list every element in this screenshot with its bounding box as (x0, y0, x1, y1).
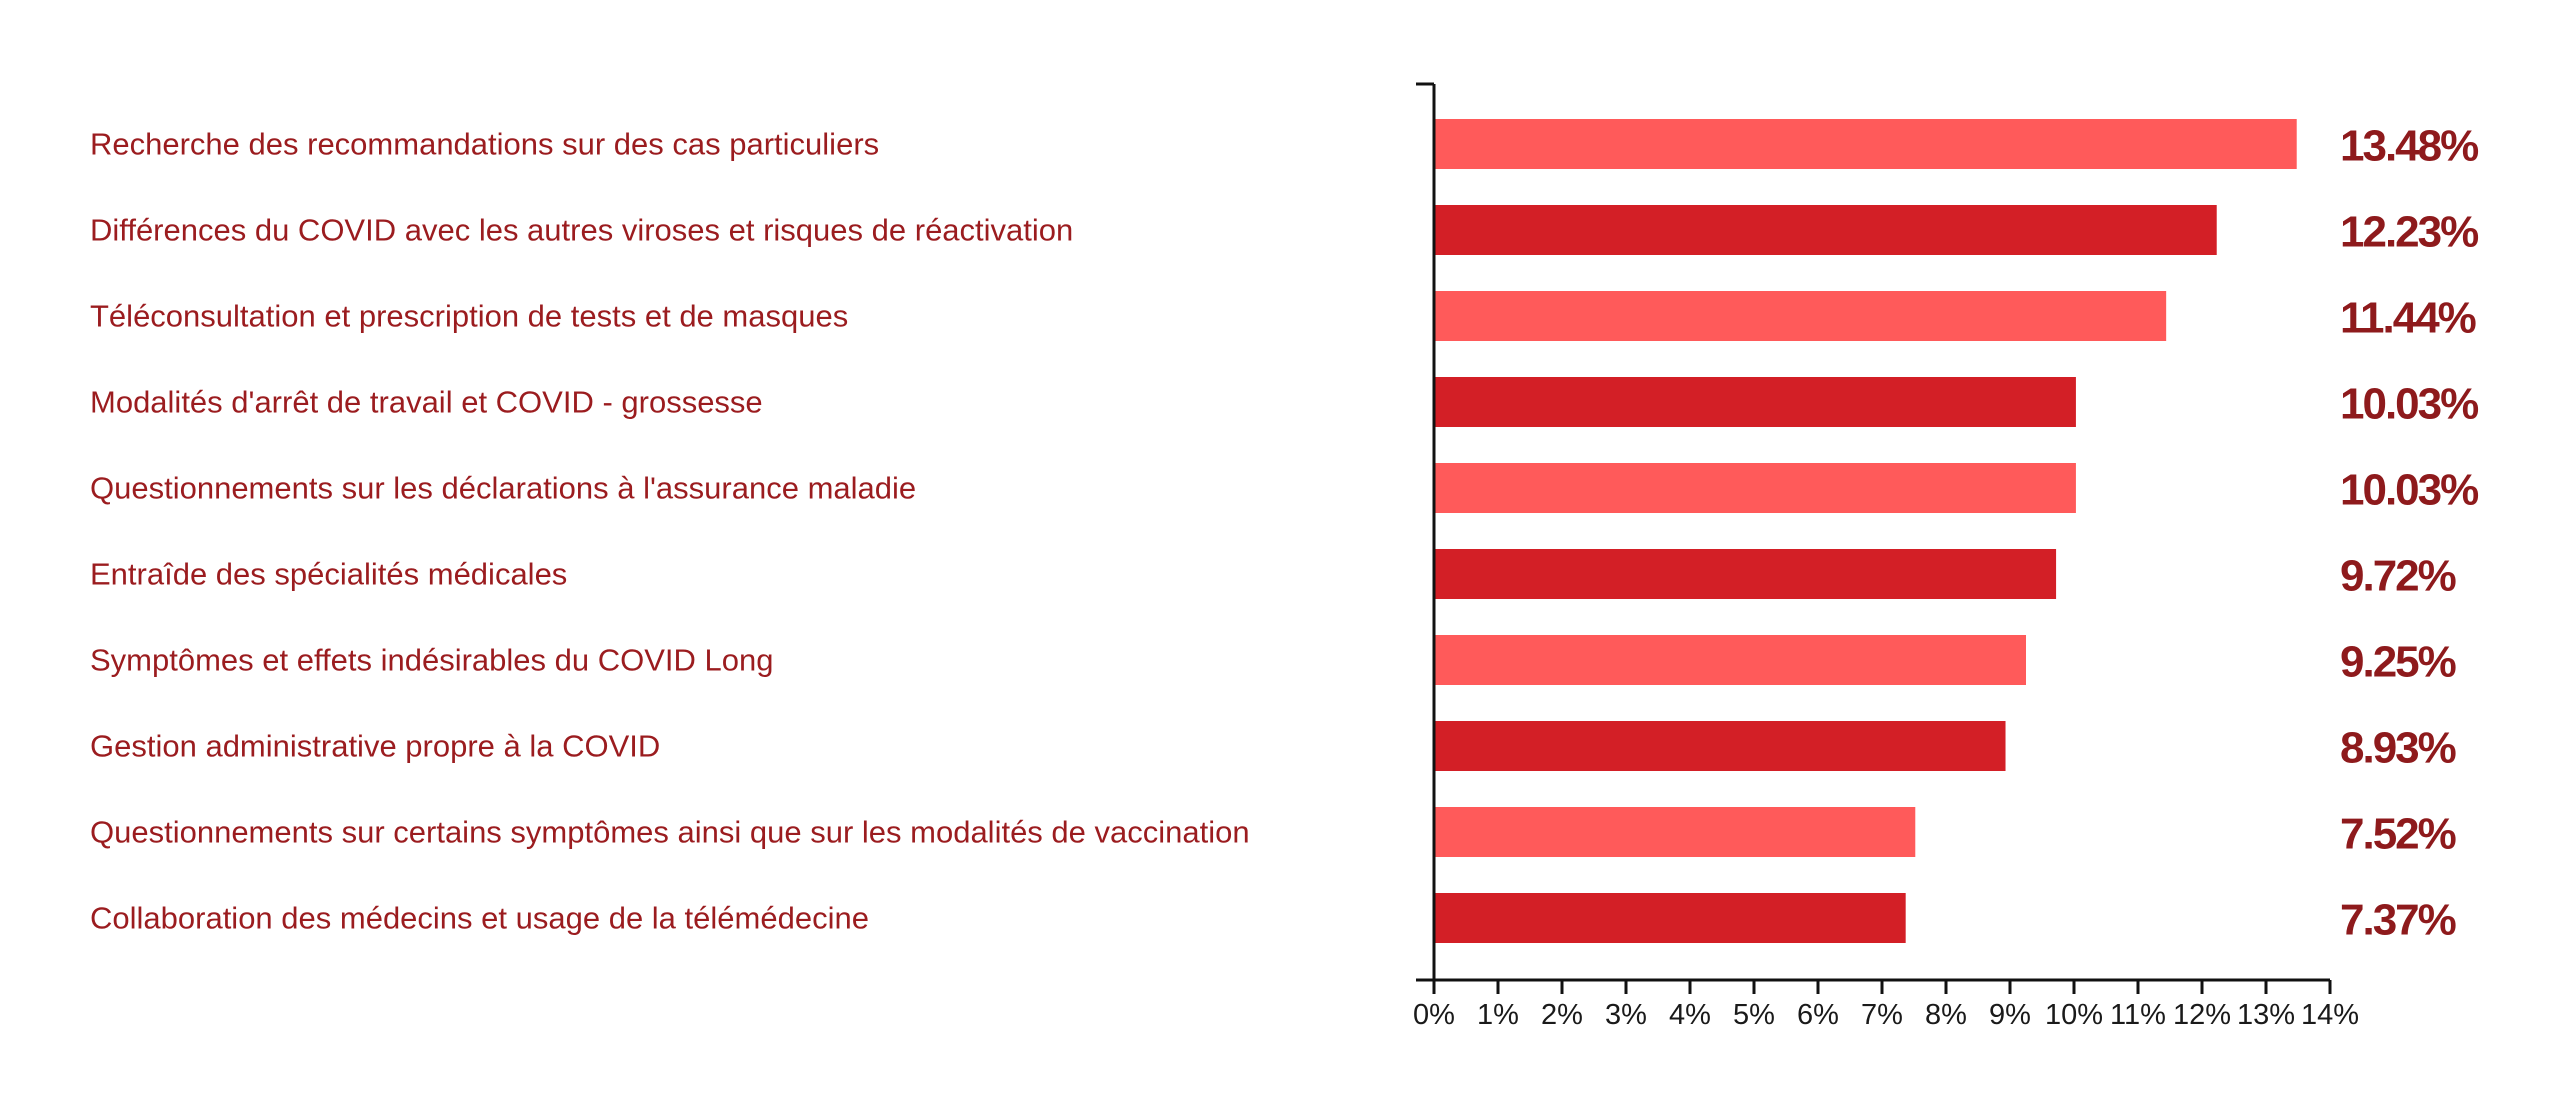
bar-8 (1434, 807, 1916, 857)
category-labels: Recherche des recommandations sur des ca… (90, 127, 1250, 936)
value-label-5: 9.72% (2340, 552, 2456, 601)
category-label-1: Différences du COVID avec les autres vir… (90, 213, 1073, 248)
x-tick-label-5: 5% (1733, 999, 1775, 1031)
value-label-3: 10.03% (2340, 380, 2478, 429)
value-label-1: 12.23% (2340, 208, 2478, 257)
axes-group (1416, 82, 2330, 982)
value-label-6: 9.25% (2340, 638, 2456, 687)
bar-4 (1434, 463, 2076, 513)
category-label-7: Gestion administrative propre à la COVID (90, 729, 660, 764)
value-label-2: 11.44% (2340, 294, 2476, 343)
category-label-0: Recherche des recommandations sur des ca… (90, 127, 879, 162)
bars-group (1434, 119, 2297, 943)
x-tick-label-12: 12% (2173, 999, 2231, 1031)
value-label-7: 8.93% (2340, 724, 2456, 773)
x-tick-label-10: 10% (2045, 999, 2103, 1031)
bar-6 (1434, 635, 2026, 685)
bar-0 (1434, 119, 2297, 169)
x-tick-label-3: 3% (1605, 999, 1647, 1031)
bar-9 (1434, 893, 1906, 943)
x-tick-label-9: 9% (1989, 999, 2031, 1031)
category-label-2: Téléconsultation et prescription de test… (90, 299, 848, 334)
category-label-5: Entraîde des spécialités médicales (90, 557, 567, 592)
x-tick-label-4: 4% (1669, 999, 1711, 1031)
value-label-8: 7.52% (2340, 810, 2456, 859)
x-tick-label-7: 7% (1861, 999, 1903, 1031)
x-tick-label-6: 6% (1797, 999, 1839, 1031)
value-labels: 13.48% 12.23% 11.44% 10.03% 10.03% 9.72% 9.25%… (2340, 122, 2480, 945)
value-label-9: 7.37% (2340, 896, 2456, 945)
value-label-0: 13.48% (2340, 122, 2478, 171)
category-label-8: Questionnements sur certains symptômes a… (90, 815, 1250, 850)
category-label-9: Collaboration des médecins et usage de l… (90, 901, 869, 936)
bar-3 (1434, 377, 2076, 427)
category-label-6: Symptômes et effets indésirables du COVI… (90, 643, 774, 678)
bar-2 (1434, 291, 2167, 341)
value-label-4: 10.03% (2340, 466, 2478, 515)
x-tick-label-11: 11% (2110, 999, 2166, 1031)
category-label-4: Questionnements sur les déclarations à l… (90, 471, 916, 506)
category-label-3: Modalités d'arrêt de travail et COVID - … (90, 385, 763, 420)
x-tick-label-0: 0% (1413, 999, 1455, 1031)
bar-7 (1434, 721, 2006, 771)
bar-1 (1434, 205, 2217, 255)
x-tick-label-8: 8% (1925, 999, 1967, 1031)
x-tick-label-1: 1% (1477, 999, 1519, 1031)
x-tick-label-14: 14% (2301, 999, 2359, 1031)
x-tick-label-2: 2% (1541, 999, 1583, 1031)
bar-5 (1434, 549, 2057, 599)
x-tick-label-13: 13% (2237, 999, 2295, 1031)
x-axis-ticks: 0% 1% 2% 3% 4% 5% 6% 7% 8% 9% 10% 11% 12% 13% 14% (1413, 980, 2359, 1031)
